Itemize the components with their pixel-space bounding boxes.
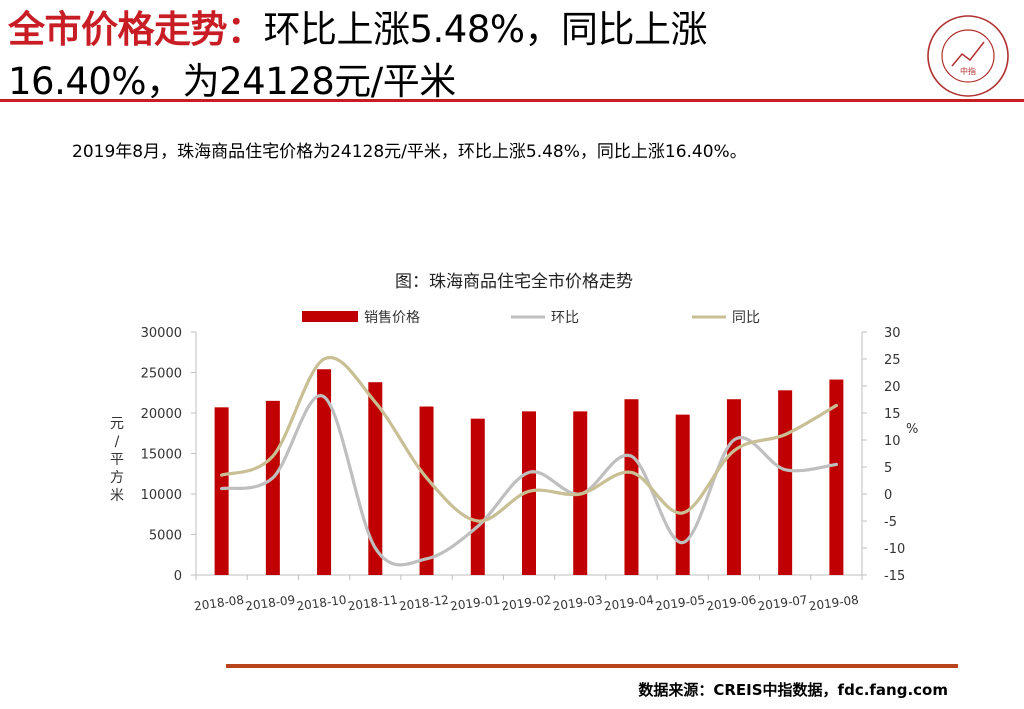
x-tick-label: 2018-08 <box>193 593 245 614</box>
price-bar <box>522 411 536 575</box>
right-axis: -15 -10 -5 0 5 10 15 20 25 30% <box>862 326 918 584</box>
x-tick-label: 2018-10 <box>296 593 348 614</box>
left-tick-label: 10000 <box>141 488 182 503</box>
x-tick-label: 2019-01 <box>449 593 501 614</box>
price-bar <box>675 414 690 575</box>
price-bar <box>829 379 844 575</box>
x-tick-label: 2019-03 <box>552 593 604 614</box>
x-tick-label: 2019-05 <box>654 593 706 614</box>
title-highlight: 全市价格走势： <box>8 8 264 51</box>
x-tick-label: 2019-08 <box>808 593 860 614</box>
left-axis: 0 5000 10000 15000 20000 25000 30000 元 / 平方米 <box>110 326 196 584</box>
chart-title: 图：珠海商品住宅全市价格走势 <box>395 272 633 292</box>
price-bar <box>368 382 383 575</box>
x-tick-label: 2018-09 <box>244 593 296 614</box>
left-tick-label: 0 <box>174 569 182 584</box>
x-tick-label: 2018-12 <box>398 593 450 614</box>
line-series <box>220 355 838 567</box>
right-tick-label: 30 <box>884 326 901 341</box>
x-tick-label: 2018-11 <box>347 593 399 614</box>
mom-line <box>220 394 838 567</box>
right-tick-label: 10 <box>884 434 901 449</box>
chart-legend: 销售价格 环比 同比 <box>302 310 760 326</box>
yoy-line <box>220 355 838 523</box>
price-bar <box>265 400 280 575</box>
left-axis-label-char: 元 <box>110 416 124 432</box>
right-tick-label: 5 <box>884 461 892 476</box>
price-bar <box>726 399 741 575</box>
left-axis-label-char: 方 <box>110 470 124 486</box>
logo-text: 中指 <box>960 66 976 76</box>
right-tick-label: 25 <box>884 353 901 368</box>
summary-text: 2019年8月，珠海商品住宅价格为24128元/平米，环比上涨5.48%，同比上… <box>72 142 747 162</box>
legend-label: 销售价格 <box>364 310 420 326</box>
legend-label: 同比 <box>732 310 760 326</box>
price-bar <box>470 418 485 575</box>
x-tick-label: 2019-06 <box>706 593 758 614</box>
title-line1: 环比上涨5.48%，同比上涨 <box>263 8 708 51</box>
title-line2: 16.40%，为24128元/平米 <box>8 60 456 103</box>
price-bar <box>317 369 332 575</box>
left-axis-label-char: 米 <box>110 488 124 504</box>
price-bar <box>214 407 229 575</box>
left-tick-label: 30000 <box>141 326 182 341</box>
footer-divider <box>226 664 958 668</box>
page-title: 全市价格走势：环比上涨5.48%，同比上涨 16.40%，为24128元/平米 <box>8 4 908 108</box>
price-trend-chart: 图：珠海商品住宅全市价格走势 销售价格 环比 同比 0 5000 10000 15000 2… <box>110 272 918 614</box>
left-axis-label-char: / <box>115 434 120 450</box>
right-tick-label: -15 <box>884 569 905 584</box>
x-tick-label: 2019-04 <box>603 593 655 614</box>
price-bar <box>419 406 434 575</box>
right-tick-label: 0 <box>884 488 892 503</box>
x-tick-label: 2019-02 <box>501 593 553 614</box>
left-tick-label: 5000 <box>149 529 182 544</box>
right-tick-label: -10 <box>884 542 905 557</box>
price-bar <box>778 390 793 575</box>
x-axis: 2018-08 2018-09 2018-10 2018-11 2018-12 2019-… <box>193 575 863 614</box>
left-tick-label: 20000 <box>141 407 182 422</box>
legend-label: 环比 <box>551 310 579 326</box>
x-tick-label: 2019-07 <box>757 593 809 614</box>
left-tick-label: 15000 <box>141 448 182 463</box>
right-tick-label: -5 <box>884 515 897 530</box>
legend-swatch-bar <box>302 311 358 322</box>
china-index-academy-logo: 中指 <box>927 15 1009 97</box>
data-source: 数据来源：CREIS中指数据，fdc.fang.com <box>638 681 948 699</box>
right-axis-label: % <box>906 422 918 437</box>
bar-series <box>214 369 844 575</box>
left-tick-label: 25000 <box>141 367 182 382</box>
right-tick-label: 15 <box>884 407 901 422</box>
right-tick-label: 20 <box>884 380 901 395</box>
title-divider <box>0 99 1024 102</box>
left-axis-label-char: 平 <box>110 452 124 468</box>
price-bar <box>624 399 639 575</box>
